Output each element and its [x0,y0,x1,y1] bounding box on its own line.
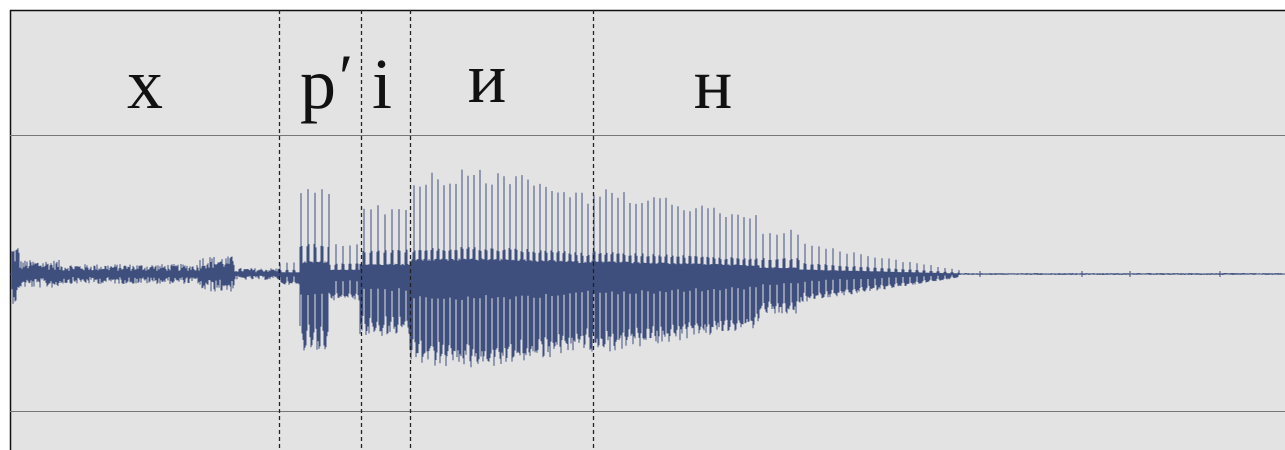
segment-boundaries [278,10,595,450]
segment-label-r: р [300,44,336,124]
segment-label-i: і [372,44,392,124]
segment-labels: х р ʹ і и н [127,38,732,124]
segment-label-y: и [468,38,507,118]
segment-label-n: н [694,44,733,124]
segment-label-kh: х [127,44,163,124]
palatalization-mark: ʹ [339,41,353,112]
